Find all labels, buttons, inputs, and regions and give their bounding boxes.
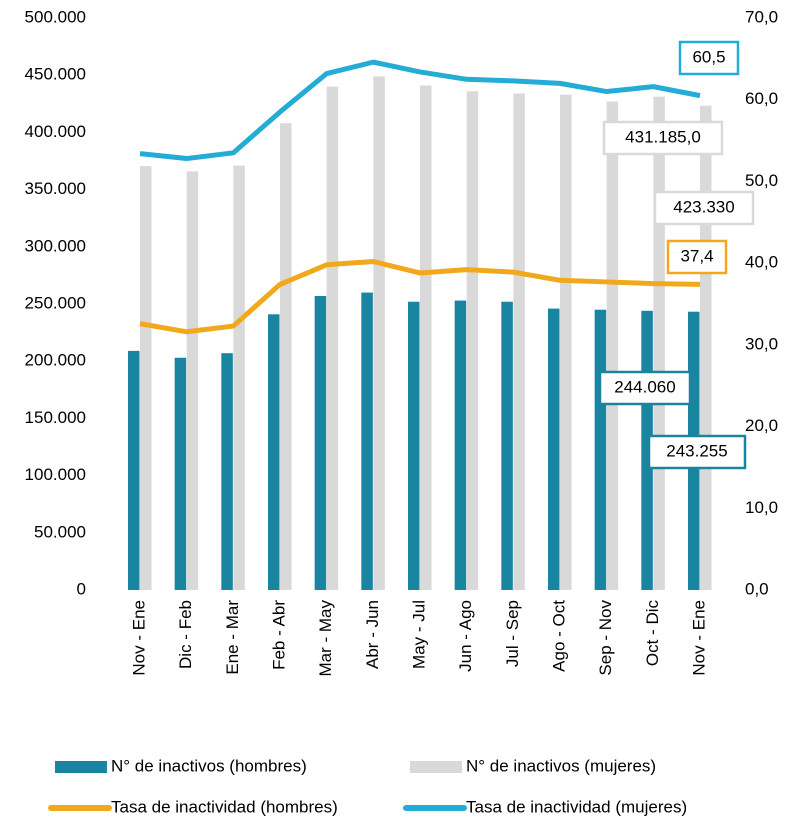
y2ticks-label: 0,0 [745, 579, 769, 598]
bar [641, 310, 653, 590]
x-tick-label: Mar - May [316, 600, 335, 677]
data-label-box [666, 239, 728, 275]
x-tick-label: Nov - Ene [129, 600, 148, 676]
bar [594, 309, 607, 590]
bar [501, 301, 513, 590]
y2ticks-label: 20,0 [745, 416, 778, 435]
yticks-label: 250.000 [25, 293, 86, 312]
data-label-box [647, 434, 747, 470]
bar [186, 171, 199, 590]
bar [268, 314, 280, 590]
bar [326, 86, 339, 590]
bar [700, 105, 712, 590]
y2ticks-label: 60,0 [745, 89, 778, 108]
x-tick-label: Abr - Jun [363, 600, 382, 669]
bar [653, 96, 665, 590]
bar [454, 300, 467, 590]
legend-label: Tasa de inactividad (hombres) [111, 797, 338, 816]
bar [373, 76, 385, 591]
yticks-label: 150.000 [25, 408, 86, 427]
y2ticks-label: 40,0 [745, 253, 778, 272]
yticks-label: 200.000 [25, 351, 86, 370]
yticks-label: 500.000 [25, 7, 86, 26]
bar [221, 353, 233, 590]
bar [361, 292, 373, 590]
bar [420, 85, 432, 590]
legend-swatch [410, 761, 462, 773]
x-tick-label: Sep - Nov [596, 600, 615, 676]
yticks-label: 300.000 [25, 236, 86, 255]
legend-label: N° de inactivos (mujeres) [466, 756, 656, 775]
x-tick-label: Ene - Mar [223, 600, 242, 675]
data-label: 244.060 [614, 377, 675, 396]
yticks-label: 100.000 [25, 465, 86, 484]
x-tick-label: Nov - Ene [689, 600, 708, 676]
data-label: 37,4 [680, 246, 713, 265]
bar [548, 308, 560, 590]
x-tick-label: Jun - Ago [456, 600, 475, 672]
yticks-label: 0 [77, 579, 86, 598]
yticks-label: 350.000 [25, 179, 86, 198]
data-label-box [602, 120, 724, 156]
y2ticks-label: 50,0 [745, 171, 778, 190]
bar [128, 350, 140, 590]
y2ticks-label: 30,0 [745, 334, 778, 353]
data-label-box [653, 190, 755, 226]
line [139, 59, 701, 162]
bar [280, 123, 292, 591]
legend-label: N° de inactivos (hombres) [111, 756, 307, 775]
bar [466, 91, 479, 590]
x-tick-label: May - Jul [409, 600, 428, 669]
yticks-label: 450.000 [25, 65, 86, 84]
bar [560, 94, 572, 590]
data-label-box [678, 40, 740, 76]
x-tick-label: Oct - Dic [643, 600, 662, 667]
data-label: 243.255 [666, 441, 727, 460]
x-tick-label: Feb - Abr [269, 600, 288, 670]
y2ticks-label: 70,0 [745, 7, 778, 26]
data-label: 423.330 [673, 197, 734, 216]
data-label: 60,5 [692, 47, 725, 66]
bar [314, 295, 327, 590]
data-label-box [598, 370, 692, 406]
x-tick-label: Dic - Feb [176, 600, 195, 669]
bar [233, 165, 245, 591]
bar [174, 357, 187, 590]
line [139, 259, 701, 335]
yticks-label: 50.000 [34, 522, 86, 541]
legend-swatch [55, 761, 107, 773]
data-label: 431.185,0 [625, 127, 701, 146]
bar [606, 101, 619, 591]
bar [513, 93, 525, 590]
x-tick-label: Jul - Sep [503, 600, 522, 667]
legend-label: Tasa de inactividad (mujeres) [466, 797, 687, 816]
y2ticks-label: 10,0 [745, 498, 778, 517]
bar [140, 166, 152, 590]
x-tick-label: Ago - Oct [549, 600, 568, 672]
yticks-label: 400.000 [25, 122, 86, 141]
bar [408, 301, 420, 590]
